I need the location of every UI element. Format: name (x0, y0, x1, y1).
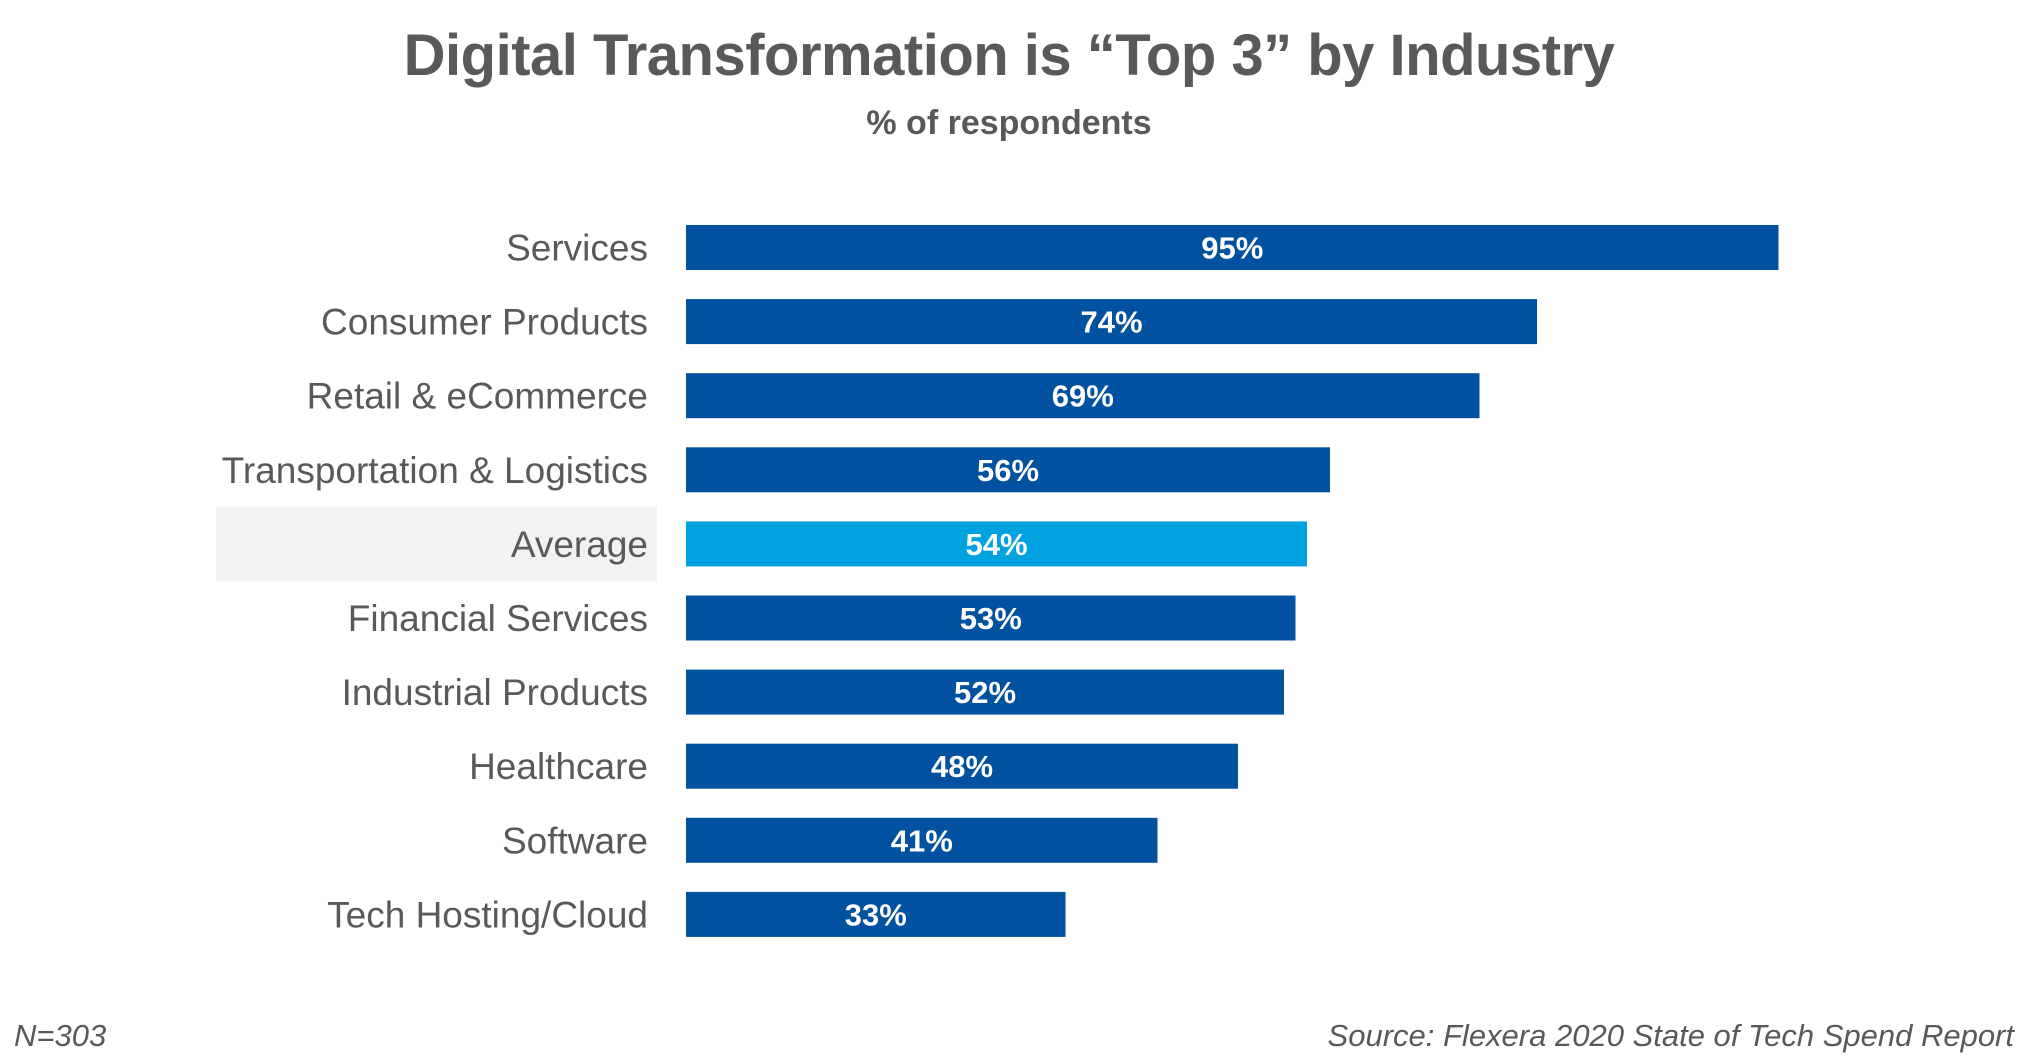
bar (686, 743, 1238, 789)
bar-average (686, 521, 1307, 567)
chart-subtitle: % of respondents (866, 104, 1152, 142)
category-label: Average (511, 524, 648, 565)
bar (686, 669, 1284, 715)
category-label: Retail & eCommerce (307, 376, 648, 417)
bar (686, 891, 1066, 937)
data-label: 52% (954, 675, 1016, 710)
data-label: 41% (891, 823, 953, 858)
data-label: 53% (960, 601, 1022, 636)
data-label: 48% (931, 749, 993, 784)
data-label: 95% (1201, 231, 1263, 266)
category-label: Healthcare (469, 746, 648, 787)
bar (686, 299, 1537, 345)
category-label: Services (506, 228, 648, 269)
data-label: 54% (965, 527, 1027, 562)
bar (686, 595, 1296, 641)
category-label: Industrial Products (342, 672, 648, 713)
data-label: 33% (845, 897, 907, 932)
category-label: Tech Hosting/Cloud (327, 894, 648, 935)
source-note: Source: Flexera 2020 State of Tech Spend… (1327, 1018, 2014, 1053)
data-label: 69% (1052, 379, 1114, 414)
bar (686, 373, 1480, 419)
data-label: 56% (977, 453, 1039, 488)
bar (686, 817, 1158, 863)
category-label: Software (502, 820, 648, 861)
average-highlight-box (216, 506, 657, 582)
data-label: 74% (1080, 305, 1142, 340)
sample-size-note: N=303 (14, 1018, 107, 1053)
category-label: Transportation & Logistics (222, 450, 648, 491)
bar (686, 447, 1330, 493)
bar (686, 225, 1779, 270)
category-label: Financial Services (348, 598, 648, 639)
chart-title: Digital Transformation is “Top 3” by Ind… (403, 23, 1615, 88)
category-label: Consumer Products (321, 302, 648, 343)
